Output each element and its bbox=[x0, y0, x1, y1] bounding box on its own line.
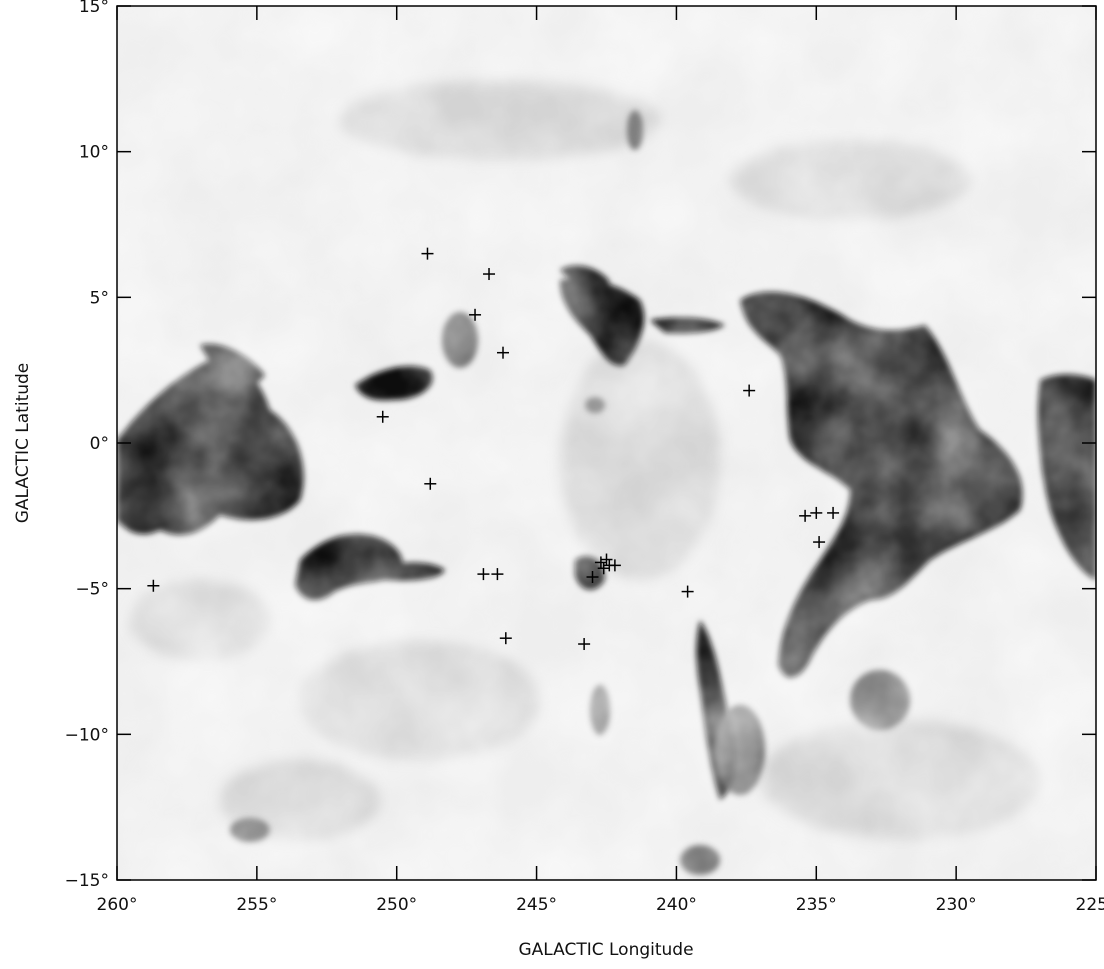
y-tick-label: −10° bbox=[65, 725, 109, 745]
object-marker bbox=[483, 268, 496, 281]
y-tick-label: 5° bbox=[90, 288, 109, 308]
y-tick-label: −5° bbox=[75, 580, 109, 600]
y-tick-label: 10° bbox=[79, 143, 109, 163]
x-tick: 230° bbox=[936, 6, 977, 915]
y-tick: 5° bbox=[90, 288, 1096, 308]
x-tick-label: 240° bbox=[656, 895, 697, 915]
x-axis-label: GALACTIC Longitude bbox=[518, 940, 693, 960]
object-marker bbox=[810, 506, 823, 519]
object-marker bbox=[497, 346, 510, 359]
object-marker bbox=[594, 556, 607, 569]
x-tick: 250° bbox=[376, 6, 417, 915]
x-tick: 255° bbox=[236, 6, 277, 915]
object-marker bbox=[813, 536, 826, 549]
y-tick: −10° bbox=[65, 725, 1096, 745]
object-marker bbox=[421, 247, 434, 260]
y-tick: 0° bbox=[90, 434, 1096, 454]
object-marker bbox=[827, 506, 840, 519]
x-tick-label: 260° bbox=[97, 895, 138, 915]
x-tick-label: 230° bbox=[936, 895, 977, 915]
y-tick: 10° bbox=[79, 143, 1096, 163]
object-marker bbox=[681, 585, 694, 598]
x-axis: 260° 255° 250° 245° 240° 235° 230° 225° bbox=[97, 6, 1104, 915]
y-tick-label: 0° bbox=[90, 434, 109, 454]
object-marker bbox=[600, 553, 613, 566]
x-tick-label: 245° bbox=[516, 895, 557, 915]
y-tick-label: −15° bbox=[65, 871, 109, 891]
object-marker bbox=[608, 559, 621, 572]
x-tick: 260° bbox=[97, 6, 138, 915]
x-tick: 225° bbox=[1076, 6, 1104, 915]
object-marker bbox=[424, 477, 437, 490]
object-marker bbox=[469, 308, 482, 321]
x-tick: 245° bbox=[516, 6, 557, 915]
object-marker bbox=[743, 384, 756, 397]
x-tick-label: 255° bbox=[236, 895, 277, 915]
object-marker bbox=[147, 579, 160, 592]
y-tick: 15° bbox=[79, 0, 1096, 17]
object-marker bbox=[376, 410, 389, 423]
extinction-map-image bbox=[117, 6, 1096, 880]
y-tick: −5° bbox=[75, 580, 1096, 600]
object-marker bbox=[586, 571, 599, 584]
x-tick-label: 225° bbox=[1076, 895, 1104, 915]
object-markers bbox=[147, 247, 840, 651]
object-marker bbox=[597, 562, 610, 575]
x-tick-label: 235° bbox=[796, 895, 837, 915]
x-tick: 240° bbox=[656, 6, 697, 915]
y-axis: 15° 10° 5° 0° −5° −10° −15° bbox=[65, 0, 1096, 891]
object-marker bbox=[799, 509, 812, 522]
object-marker bbox=[491, 568, 504, 581]
y-tick: −15° bbox=[65, 871, 1096, 891]
y-axis-label: GALACTIC Latitude bbox=[13, 363, 33, 524]
y-tick-label: 15° bbox=[79, 0, 109, 17]
object-marker bbox=[578, 638, 591, 651]
object-marker bbox=[499, 632, 512, 645]
x-tick: 235° bbox=[796, 6, 837, 915]
object-marker bbox=[477, 568, 490, 581]
x-tick-label: 250° bbox=[376, 895, 417, 915]
